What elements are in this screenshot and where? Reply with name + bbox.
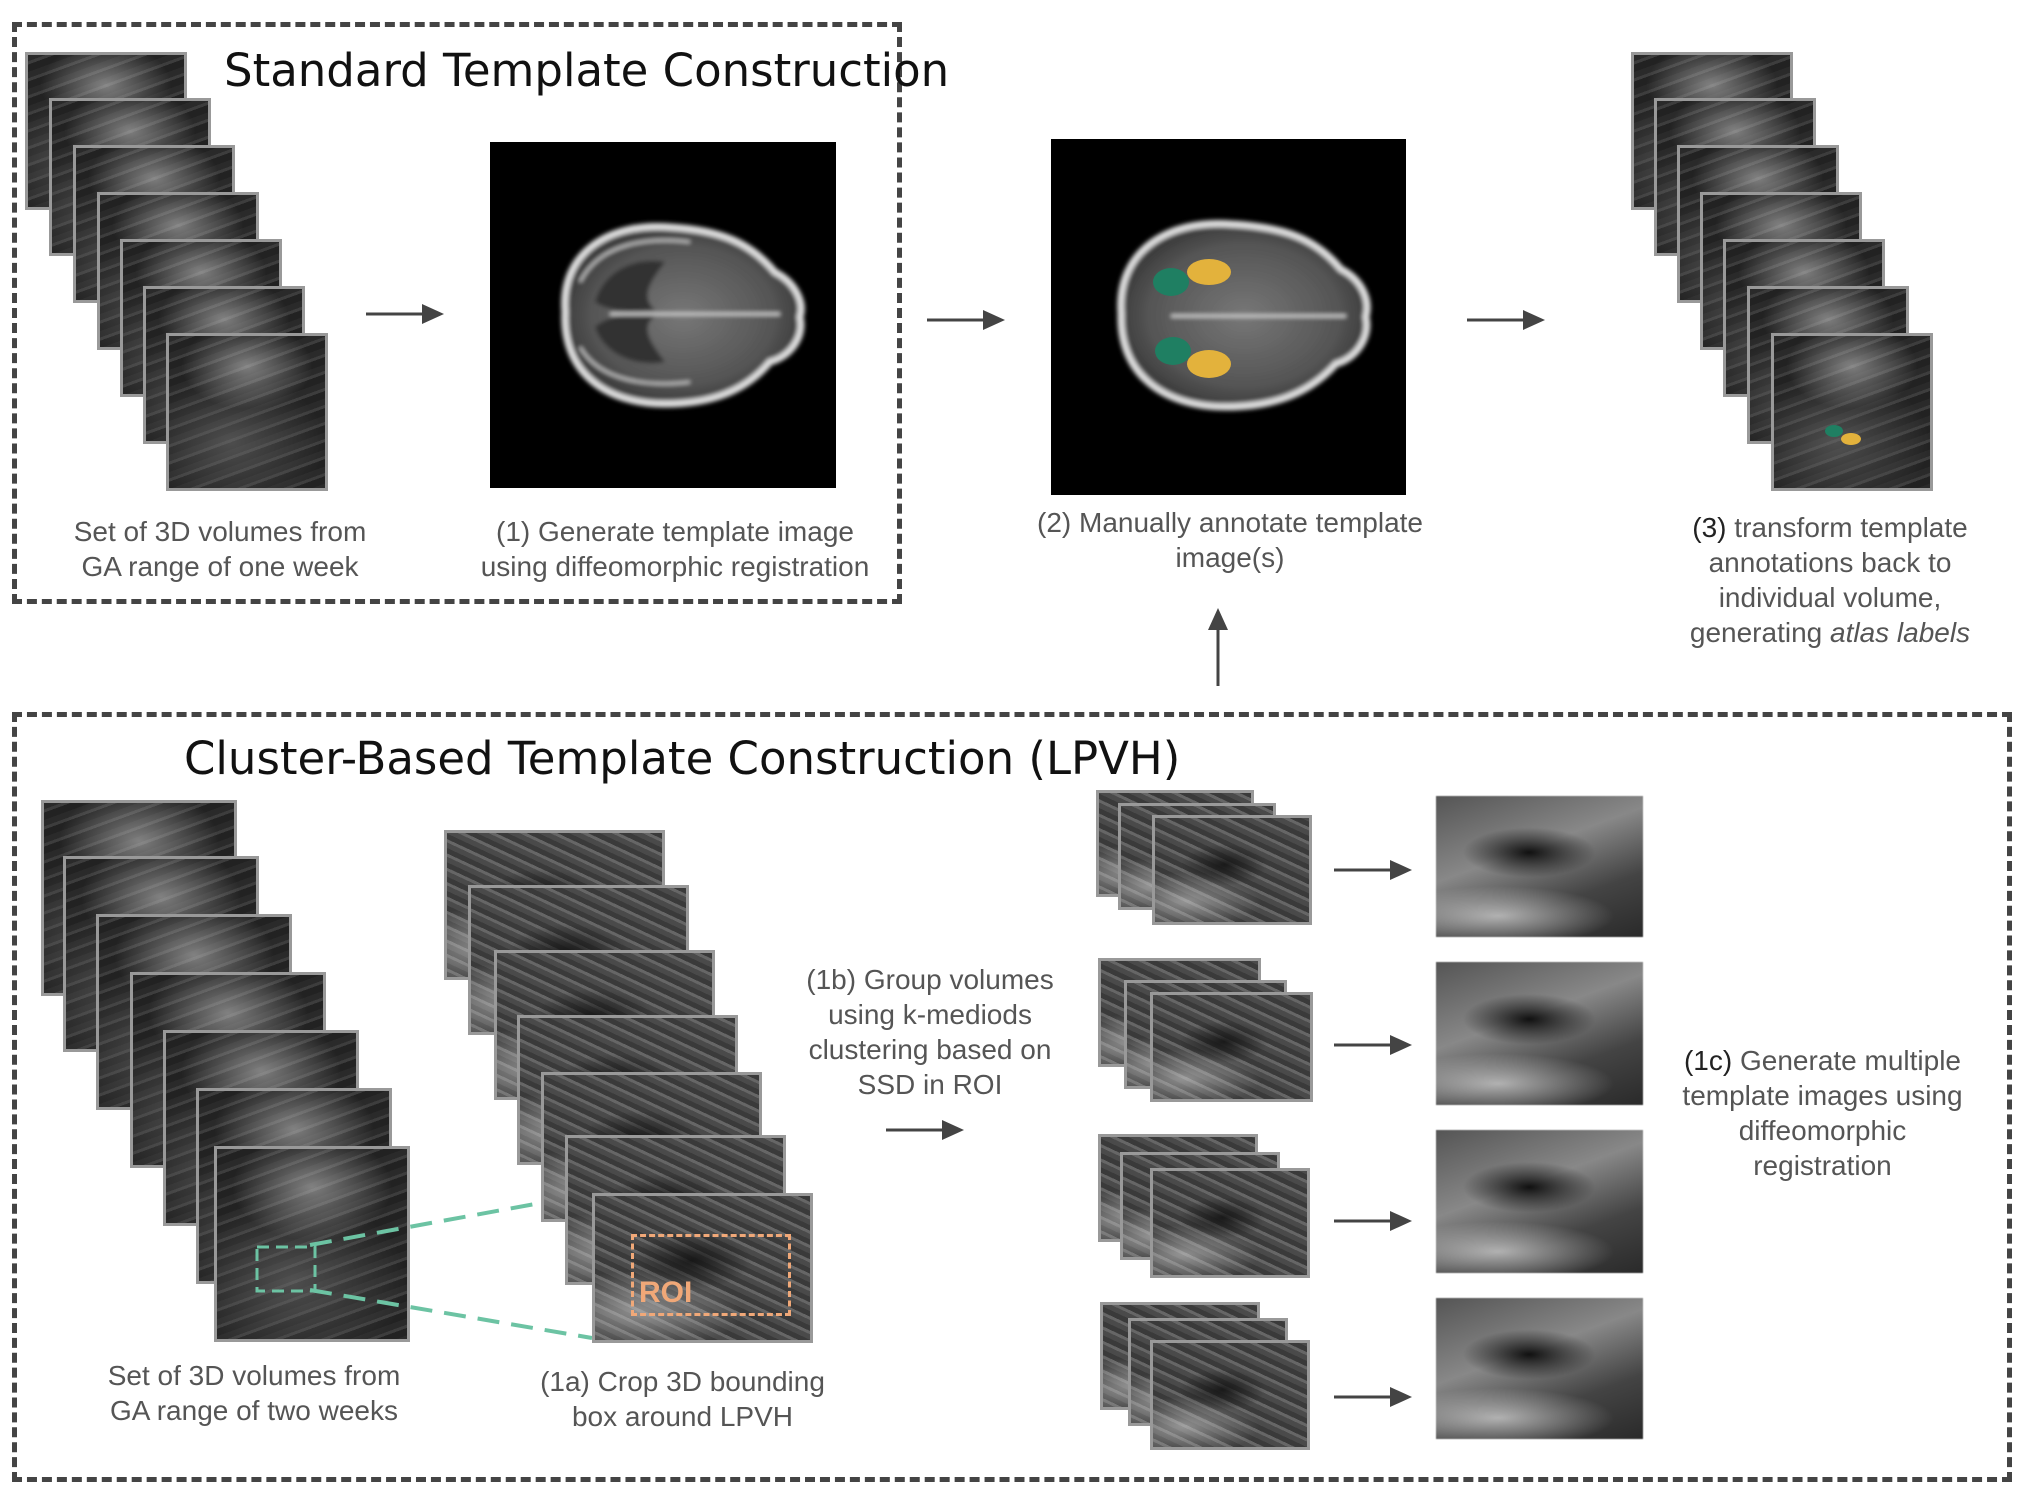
cluster-slice bbox=[1150, 1340, 1310, 1450]
roi-box bbox=[631, 1234, 791, 1316]
cluster-slice bbox=[1150, 1168, 1310, 1278]
caption-group-volumes: (1b) Group volumes using k-mediods clust… bbox=[806, 964, 1054, 1100]
volume-slice bbox=[166, 333, 328, 491]
arrow-right bbox=[1467, 310, 1545, 330]
caption-generate-multiple: (1c) Generate multiple template images u… bbox=[1682, 1045, 1963, 1181]
arrow-right bbox=[366, 304, 444, 324]
arrow-right bbox=[1334, 1211, 1412, 1231]
arrow-right bbox=[927, 310, 1005, 330]
arrow-right bbox=[1334, 860, 1412, 880]
caption-manual-annotate: (2) Manually annotate template image(s) bbox=[1037, 507, 1423, 573]
roi-label: ROI bbox=[639, 1276, 693, 1309]
cluster-template-image bbox=[1436, 1130, 1643, 1273]
standard-template-box bbox=[12, 22, 902, 604]
arrow-right bbox=[1334, 1035, 1412, 1055]
caption-volumes-one-week: Set of 3D volumes from GA range of one w… bbox=[73, 516, 367, 582]
caption-transform-annotations: (3) transform template annotations back … bbox=[1689, 512, 1971, 648]
template-image bbox=[490, 142, 836, 488]
caption-generate-template: (1) Generate template image using diffeo… bbox=[480, 516, 870, 582]
arrow-right bbox=[886, 1120, 964, 1140]
annotation-teal-upper bbox=[1153, 268, 1189, 296]
annotation-yellow-lower bbox=[1187, 350, 1231, 378]
cluster-template-image bbox=[1436, 796, 1643, 937]
annotation-teal-lower bbox=[1155, 337, 1191, 365]
caption-volumes-two-weeks: Set of 3D volumes from GA range of two w… bbox=[107, 1360, 401, 1426]
annotated-template-image bbox=[1051, 139, 1406, 495]
brain-template-drawing bbox=[561, 222, 805, 408]
volume-slice-labeled bbox=[1771, 333, 1933, 491]
arrow-up bbox=[1208, 608, 1228, 686]
cluster-template-image bbox=[1436, 1298, 1643, 1439]
cluster-slice bbox=[1152, 815, 1312, 925]
arrow-right bbox=[1334, 1387, 1412, 1407]
standard-section-title: Standard Template Construction bbox=[224, 44, 950, 97]
annotation-yellow-upper bbox=[1187, 259, 1231, 285]
cluster-section-title: Cluster-Based Template Construction (LPV… bbox=[184, 732, 1181, 785]
cluster-template-box bbox=[12, 712, 2012, 1482]
cluster-template-image bbox=[1436, 962, 1643, 1105]
cropped-slice-roi: ROI bbox=[592, 1193, 813, 1343]
annotated-brain-drawing bbox=[1117, 219, 1371, 411]
cluster-slice bbox=[1150, 992, 1313, 1102]
caption-crop-bounding-box: (1a) Crop 3D bounding box around LPVH bbox=[540, 1366, 825, 1432]
